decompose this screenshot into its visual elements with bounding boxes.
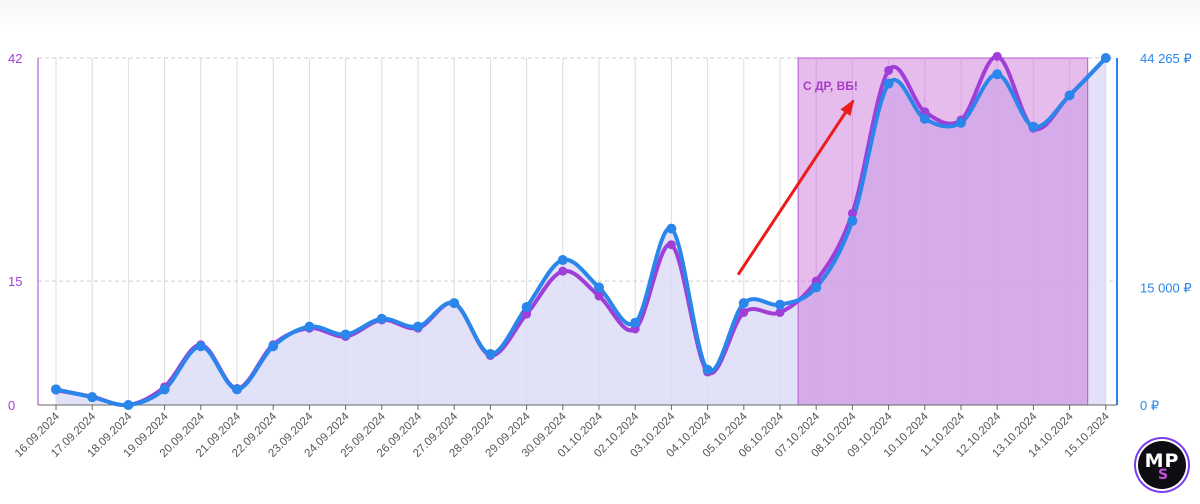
data-point-revenue	[594, 282, 604, 293]
left-axis-tick-label: 15	[8, 274, 22, 289]
data-point-revenue	[449, 298, 460, 309]
data-point-revenue	[992, 69, 1003, 80]
data-point-revenue	[630, 317, 641, 328]
logo-subtext: S	[1157, 467, 1169, 483]
right-axis-tick-label: 15 000 ₽	[1140, 280, 1192, 295]
data-point-revenue	[268, 341, 279, 352]
data-point-count	[992, 51, 1002, 61]
data-point-revenue	[557, 254, 568, 265]
data-point-revenue	[87, 392, 98, 403]
data-point-count	[847, 208, 857, 218]
data-point-revenue	[123, 400, 134, 410]
data-point-revenue	[232, 384, 242, 395]
data-point-count	[739, 307, 749, 317]
data-point-count	[558, 266, 568, 276]
data-point-count	[920, 107, 930, 117]
annotation-label: С ДР, ВБ!	[803, 79, 858, 93]
data-point-revenue	[883, 78, 894, 89]
right-axis-tick-label: 44 265 ₽	[1140, 51, 1192, 66]
left-axis-tick-label: 0	[8, 398, 15, 413]
data-point-revenue	[847, 215, 858, 226]
data-point-revenue	[1028, 121, 1039, 132]
data-point-revenue	[919, 113, 930, 124]
mps-logo: MP S	[1138, 441, 1186, 489]
data-point-revenue	[811, 282, 822, 293]
right-axis-tick-label: 0 ₽	[1140, 398, 1159, 413]
data-point-revenue	[376, 313, 387, 324]
data-point-revenue	[956, 117, 966, 128]
area-fill	[56, 58, 1106, 406]
data-point-revenue	[51, 384, 61, 395]
data-point-revenue	[666, 223, 677, 234]
data-point-revenue	[485, 349, 496, 360]
data-point-revenue	[159, 384, 170, 395]
data-point-revenue	[413, 321, 423, 332]
data-point-revenue	[304, 321, 315, 332]
logo-text: MP	[1144, 450, 1180, 472]
data-point-revenue	[702, 364, 713, 375]
annotation-arrow-head	[840, 99, 855, 116]
top-bar	[0, 0, 1200, 32]
data-point-revenue	[195, 341, 206, 352]
data-point-revenue	[738, 298, 749, 309]
data-point-count	[775, 307, 785, 317]
data-point-count	[884, 65, 894, 75]
data-point-revenue	[340, 329, 351, 340]
data-point-count	[666, 240, 676, 250]
data-point-count	[594, 291, 604, 301]
data-point-revenue	[1100, 53, 1111, 63]
data-point-revenue	[1064, 90, 1075, 101]
data-point-count	[522, 309, 532, 319]
annotation-arrow	[737, 100, 855, 276]
left-axis-tick-label: 42	[8, 51, 22, 66]
data-point-revenue	[775, 299, 785, 310]
data-point-revenue	[521, 302, 532, 313]
